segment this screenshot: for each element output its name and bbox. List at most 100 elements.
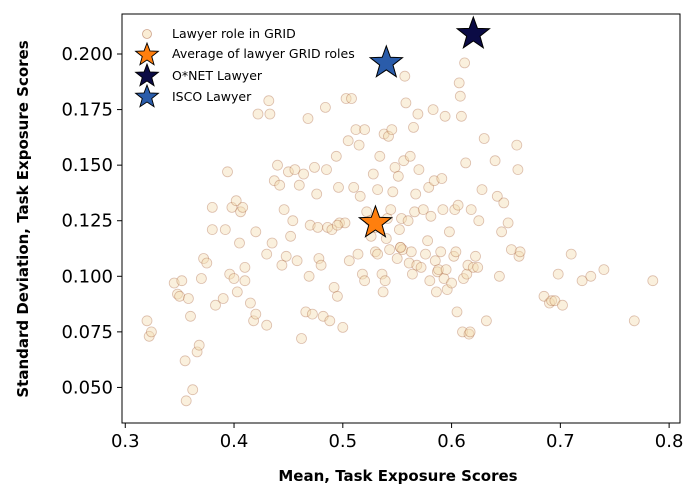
grid-role-point [598, 264, 610, 276]
grid-role-point [266, 237, 278, 249]
grid-role-point [385, 204, 397, 216]
y-tick-label: 0.200 [61, 44, 113, 65]
grid-role-point [396, 213, 407, 224]
grid-role-point [369, 246, 381, 258]
grid-role-point [410, 188, 422, 200]
grid-role-point [313, 253, 325, 264]
grid-role-point [145, 326, 157, 338]
grid-role-point [226, 201, 238, 213]
grid-role-point [511, 139, 523, 151]
grid-role-point [237, 201, 249, 213]
x-tick-label: 0.6 [437, 431, 466, 452]
legend-item-onet: O*NET Lawyer [134, 62, 263, 87]
grid-role-point [248, 315, 260, 327]
grid-role-point [389, 161, 401, 173]
grid-role-point [319, 102, 331, 113]
grid-role-point [455, 110, 467, 122]
grid-role-point [239, 261, 251, 273]
grid-role-point [272, 159, 283, 171]
y-tick-label: 0.125 [61, 211, 113, 232]
grid-role-point [408, 122, 419, 133]
grid-role-point [429, 255, 441, 267]
grid-role-point [356, 268, 368, 280]
grid-role-point [457, 326, 468, 338]
grid-role-point [512, 164, 524, 176]
grid-role-point [353, 139, 365, 151]
grid-role-point [409, 206, 421, 218]
grid-role-point [458, 273, 469, 284]
grid-role-point [180, 395, 192, 407]
grid-role-point [309, 161, 320, 173]
grid-role-point [538, 290, 550, 302]
plot-frame [121, 13, 681, 424]
grid-role-point [354, 190, 366, 202]
legend-label-onet: O*NET Lawyer [172, 68, 263, 83]
grid-role-point [403, 257, 415, 269]
grid-role-point [384, 244, 396, 256]
grid-role-point [252, 108, 264, 120]
grid-role-point [312, 221, 324, 233]
grid-role-point [428, 175, 440, 187]
grid-role-point [367, 168, 379, 180]
grid-role-point [322, 221, 334, 233]
y-axis-label: Standard Deviation, Task Exposure Scores [14, 40, 32, 397]
grid-role-point [436, 173, 448, 184]
grid-role-point [222, 166, 233, 178]
legend-item-isco: ISCO Lawyer [134, 83, 252, 108]
grid-role-point [343, 255, 355, 267]
grid-role-point [460, 157, 472, 169]
y-tick-label: 0.150 [61, 155, 113, 176]
grid-role-point [565, 248, 577, 260]
grid-role-point [546, 295, 557, 307]
grid-role-point [193, 339, 205, 351]
grid-role-point [172, 288, 183, 300]
grid-role-point [195, 273, 207, 284]
grid-role-point [395, 241, 406, 253]
grid-role-point [470, 250, 481, 262]
grid-role-point [387, 186, 399, 198]
grid-role-point [413, 164, 425, 176]
grid-role-point [330, 150, 342, 162]
grid-role-point [231, 286, 243, 298]
grid-role-point [438, 273, 450, 284]
grid-role-point [427, 104, 439, 115]
grid-role-point [331, 219, 343, 231]
grid-role-point [352, 248, 364, 260]
grid-role-point [293, 179, 305, 191]
grid-role-point [285, 230, 297, 242]
grid-role-point [176, 275, 188, 287]
grid-role-point [282, 166, 294, 178]
grid-role-point [244, 297, 256, 309]
grid-role-point [439, 110, 451, 122]
isco-star-marker [368, 44, 404, 78]
grid-role-point [324, 315, 336, 327]
grid-role-point [433, 264, 444, 276]
grid-role-point [463, 328, 475, 340]
grid-role-point [298, 168, 310, 180]
grid-role-point [326, 224, 338, 236]
grid-role-point [206, 201, 218, 213]
x-tick-label: 0.8 [655, 431, 684, 452]
grid-role-point [268, 175, 280, 187]
grid-role-point [337, 321, 349, 333]
grid-role-point [168, 277, 180, 289]
data-points [141, 15, 659, 407]
grid-role-point [423, 181, 435, 193]
grid-role-point [576, 275, 588, 287]
grid-role-point [425, 210, 437, 222]
grid-role-point [467, 261, 479, 273]
grid-role-point [304, 219, 316, 231]
grid-role-point [224, 268, 236, 280]
grid-role-point [491, 190, 503, 202]
grid-role-point [496, 226, 508, 238]
grid-role-point [557, 299, 568, 311]
grid-role-point [399, 70, 411, 82]
grid-role-point [647, 275, 659, 287]
legend-label-grid-role: Lawyer role in GRID [172, 26, 296, 41]
grid-role-point [424, 275, 436, 287]
grid-role-point [405, 246, 417, 258]
grid-role-point [443, 226, 455, 238]
grid-role-point [234, 237, 245, 249]
grid-role-point [291, 255, 303, 267]
grid-role-point [317, 310, 329, 322]
